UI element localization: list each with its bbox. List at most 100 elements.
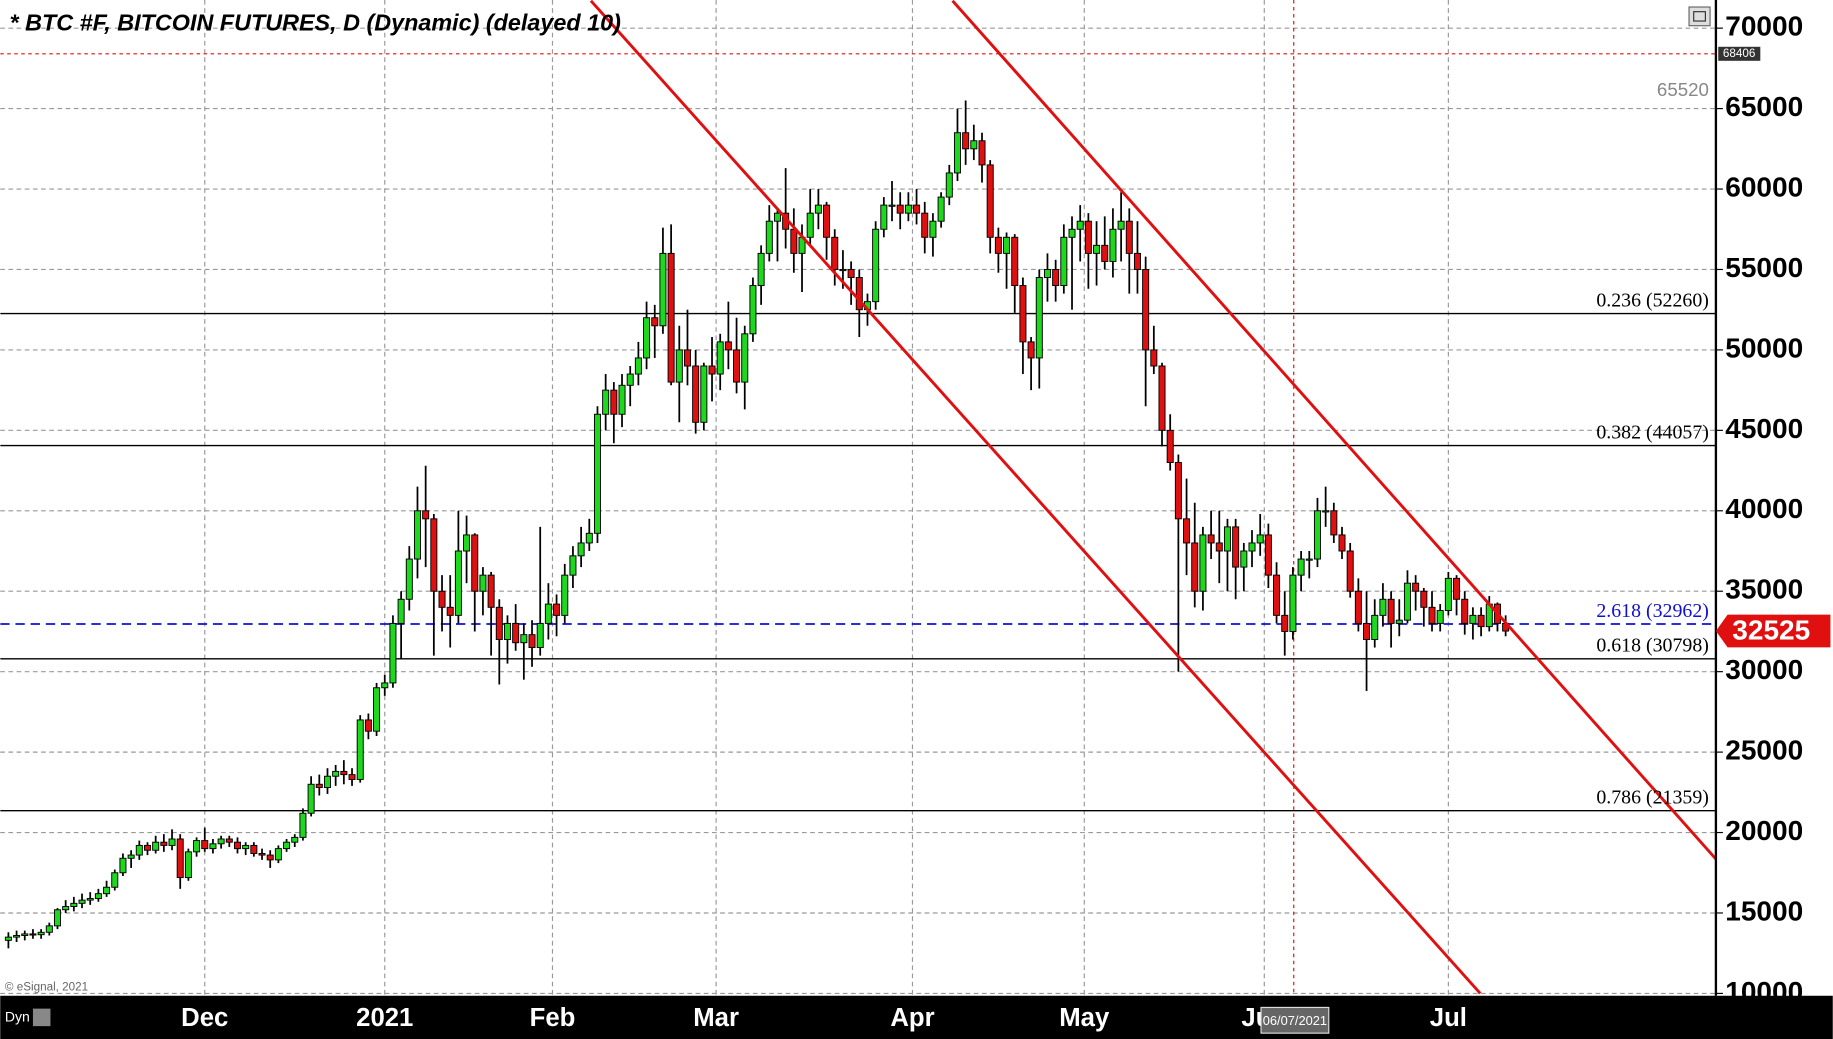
candle-body (741, 333, 749, 383)
candle-body (1133, 252, 1141, 270)
candle-body (373, 687, 381, 732)
trendline (951, 0, 1716, 861)
candle-body (1019, 285, 1027, 343)
prev-high-label: 65520 (1657, 79, 1709, 100)
candle-body (667, 252, 675, 383)
candle-body (544, 603, 552, 624)
candle-body (364, 719, 372, 732)
candle-body (193, 840, 201, 853)
candle-body (315, 783, 323, 788)
candle-body (790, 228, 798, 254)
candle-body (1215, 542, 1223, 552)
candle-body (78, 899, 86, 904)
candle-body (1043, 269, 1051, 278)
candle-body (307, 783, 315, 814)
candle-body (896, 204, 904, 214)
candle-body (921, 212, 929, 238)
candle-body (577, 542, 585, 557)
candle-body (953, 132, 961, 174)
x-axis-bar (0, 995, 1833, 1039)
candle-body (13, 935, 21, 938)
candle-body (283, 841, 291, 850)
candle-body (978, 140, 986, 166)
candle-body (1142, 269, 1150, 351)
x-tick-label: Dec (181, 1004, 228, 1032)
candle-body (839, 269, 847, 272)
y-tick-label: 45000 (1725, 413, 1803, 444)
level-label: 0.236 (52260) (1596, 289, 1709, 311)
candle-body (651, 317, 659, 327)
candle-body (422, 510, 430, 520)
y-tick-label: 15000 (1725, 895, 1803, 926)
candle-body (1412, 582, 1420, 592)
cursor-date-box (1260, 1006, 1330, 1034)
level-label: 0.618 (30798) (1596, 635, 1709, 657)
candle-body (495, 606, 503, 640)
candle-body (1174, 462, 1182, 520)
x-tick-label: Mar (693, 1004, 739, 1032)
candle-body (1354, 590, 1362, 624)
candle-body (929, 220, 937, 238)
candle-body (749, 285, 757, 335)
y-tick-label: 65000 (1725, 91, 1803, 122)
candle-body (348, 774, 356, 780)
candle-body (512, 622, 520, 644)
candle-body (266, 854, 274, 861)
candle-body (1035, 277, 1043, 359)
candle-body (446, 606, 454, 616)
candle-body (1338, 534, 1346, 552)
candle-body (1469, 614, 1477, 624)
trendline (589, 0, 1482, 995)
y-tick-label: 30000 (1725, 654, 1803, 685)
y-tick-label: 20000 (1725, 815, 1803, 846)
candle-body (733, 349, 741, 383)
mode-icon[interactable] (32, 1008, 51, 1027)
candle-body (634, 357, 642, 375)
candle-body (438, 590, 446, 608)
candle-body (291, 836, 299, 843)
candle-body (610, 389, 618, 415)
candle-body (1297, 558, 1305, 576)
candle-body (487, 574, 495, 608)
candle-body (602, 389, 610, 415)
candle-body (1363, 622, 1371, 640)
candle-body (1166, 429, 1174, 463)
candle-body (70, 902, 78, 908)
candle-body (405, 558, 413, 600)
candle-body (1322, 510, 1330, 513)
y-tick-label: 10000 (1725, 976, 1803, 1007)
candle-body (831, 236, 839, 270)
window-icon[interactable] (1688, 6, 1711, 27)
candle-body (700, 365, 708, 423)
candle-body (986, 164, 994, 238)
candle-body (765, 220, 773, 254)
candle-body (397, 598, 405, 624)
high-marker-box (1718, 46, 1761, 61)
axes: 10000 15000 20000 25000 30000 35000 40000 45000… (181, 11, 1831, 1034)
plot-area (0, 0, 1716, 996)
candle-body (1444, 577, 1452, 611)
candle-body (814, 204, 822, 214)
candle-body (1011, 236, 1019, 287)
candle-body (233, 841, 241, 850)
candle-body (1093, 244, 1101, 254)
candle-body (561, 574, 569, 616)
candle-body (675, 349, 683, 383)
candle-body (225, 838, 233, 843)
candle-body (168, 838, 176, 846)
y-tick-label: 55000 (1725, 252, 1803, 283)
candle-body (585, 532, 593, 544)
candle-body (1395, 619, 1403, 624)
candle-body (471, 534, 479, 592)
candle-body (29, 933, 37, 936)
candle-body (176, 838, 184, 879)
candle-body (479, 574, 487, 592)
candle-body (356, 719, 364, 780)
copyright: © eSignal, 2021 (5, 981, 88, 994)
candle-body (994, 236, 1002, 254)
candle-body (1223, 526, 1231, 552)
candle-body (1346, 550, 1354, 592)
candle-body (1273, 574, 1281, 616)
